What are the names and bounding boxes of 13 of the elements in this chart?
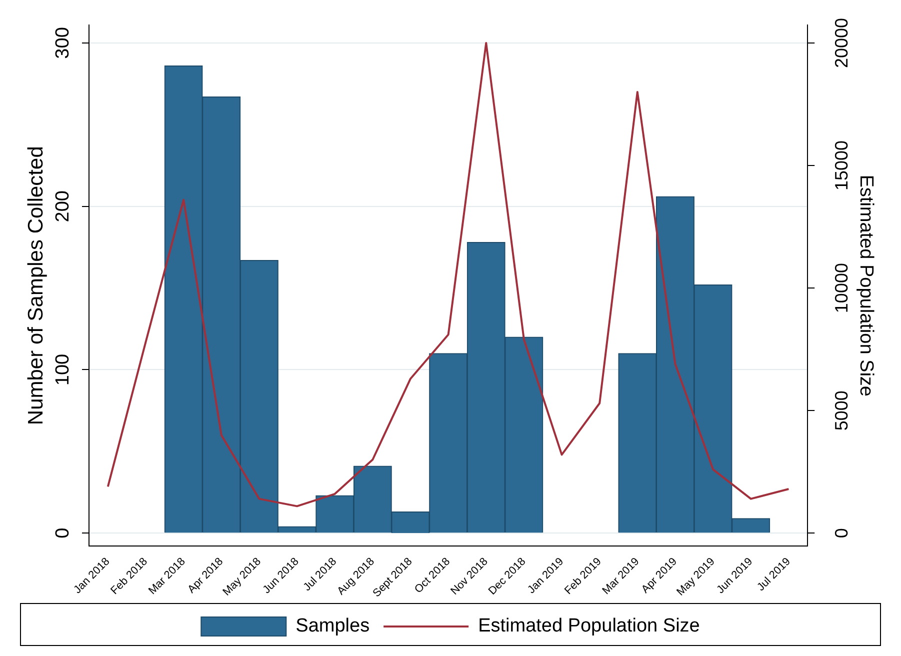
y-tick-label: 200 [52,190,74,222]
y-axis-title: Number of Samples Collected [24,146,48,426]
y2-tick-label: 10000 [832,263,852,314]
y2-tick-label: 5000 [832,390,852,431]
y2-axis-title: Estimated Population Size [855,174,876,396]
y-tick-label: 100 [52,354,74,386]
y2-tick-label: 20000 [832,18,852,68]
legend-label: Estimated Population Size [478,616,700,637]
y-tick-label: 300 [52,27,74,59]
y-tick-label: 0 [52,528,74,538]
legend-label: Samples [296,616,370,637]
y2-tick-label: 0 [832,528,852,538]
y2-tick-label: 15000 [832,140,852,191]
